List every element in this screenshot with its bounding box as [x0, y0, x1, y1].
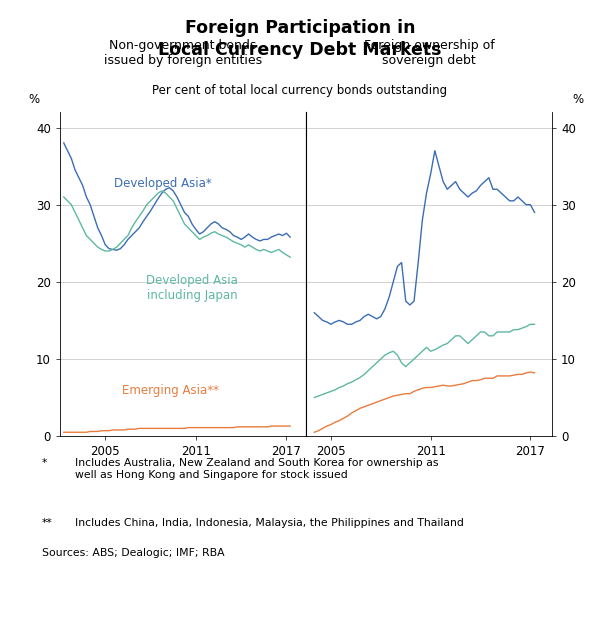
Text: Per cent of total local currency bonds outstanding: Per cent of total local currency bonds o… [152, 84, 448, 97]
Text: Includes China, India, Indonesia, Malaysia, the Philippines and Thailand: Includes China, India, Indonesia, Malays… [75, 518, 464, 528]
Text: *: * [42, 458, 47, 468]
Text: %: % [28, 93, 39, 106]
Text: Developed Asia*: Developed Asia* [114, 177, 212, 190]
Text: %: % [573, 93, 584, 106]
Text: Sources: ABS; Dealogic; IMF; RBA: Sources: ABS; Dealogic; IMF; RBA [42, 548, 224, 558]
Text: Includes Australia, New Zealand and South Korea for ownership as
well as Hong Ko: Includes Australia, New Zealand and Sout… [75, 458, 439, 480]
Text: **: ** [42, 518, 53, 528]
Text: Non-government bonds
issued by foreign entities: Non-government bonds issued by foreign e… [104, 39, 262, 67]
Text: Developed Asia
including Japan: Developed Asia including Japan [146, 274, 238, 302]
Text: Emerging Asia**: Emerging Asia** [121, 384, 218, 397]
Text: Foreign Participation in
Local Currency Debt Markets: Foreign Participation in Local Currency … [158, 19, 442, 59]
Text: Foreign ownership of
sovereign debt: Foreign ownership of sovereign debt [364, 39, 494, 67]
